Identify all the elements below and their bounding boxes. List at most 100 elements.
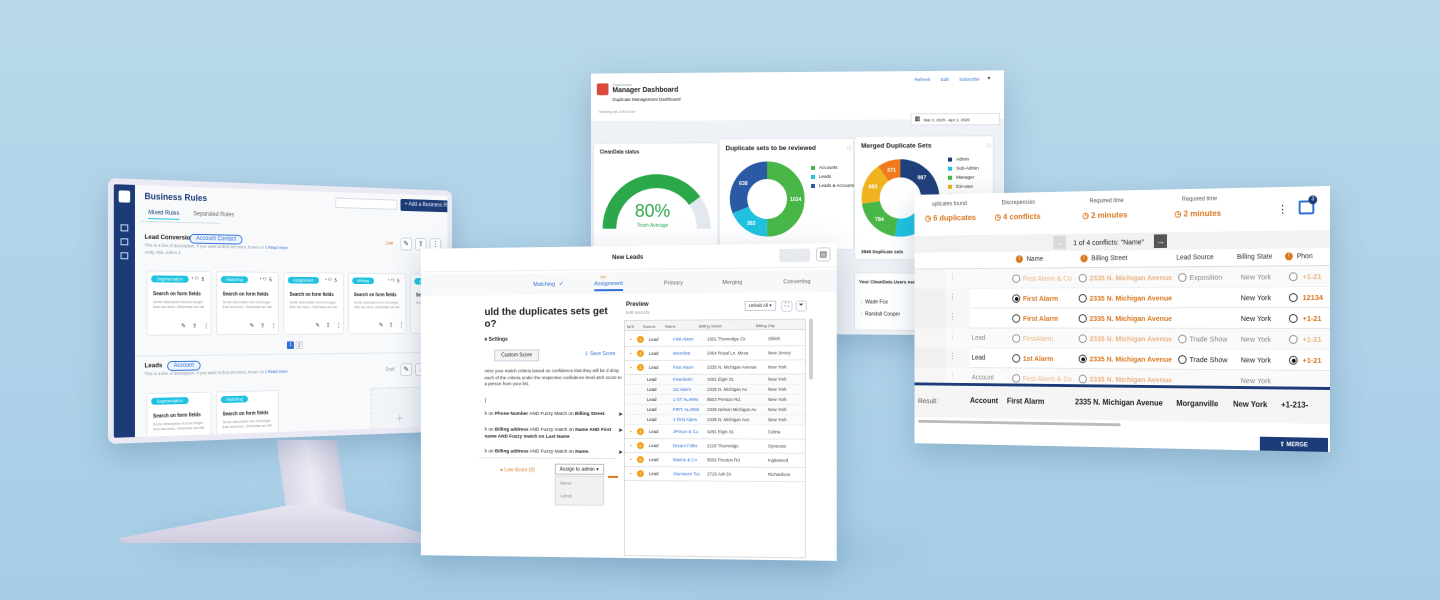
read-more-link-2[interactable]: Read more (268, 369, 288, 374)
row-menu-icon[interactable]: ⋮ (949, 332, 956, 340)
conflict-row[interactable]: ⋮ First Alarm 2335 N. Michigan Avenue New Y… (915, 287, 1330, 309)
rule-card[interactable]: Matching 5 ◔ ⚇ Search on form fields Some de… (216, 271, 279, 335)
home-icon[interactable] (121, 224, 129, 231)
preview-row[interactable]: ⌄ 3 Lead First Alarm 2335 N. Michigan Avenue… (625, 360, 805, 375)
preview-column-header[interactable]: Billing City (756, 323, 775, 328)
preview-row[interactable]: ⌄ 6 Lead Marine & Co 8502 Preston Rd Inglewoo… (625, 453, 805, 468)
expand-chevron-icon[interactable]: ⌄ (629, 364, 633, 370)
street-radio[interactable] (1079, 294, 1087, 303)
rule-card-share-icon[interactable]: ⇪ (192, 323, 197, 330)
rules-icon[interactable] (121, 238, 129, 245)
preview-name[interactable]: Microfirst (673, 351, 691, 356)
preview-name[interactable]: FIRT. ALARM (673, 407, 699, 412)
conflict-row[interactable]: ⋮ First Alarm 2335 N. Michigan Avenue New Y… (915, 308, 1330, 329)
preview-column-header[interactable]: Source (643, 324, 656, 329)
preview-column-header[interactable]: Billing Street (699, 323, 722, 328)
match-criterion[interactable]: h on Billing address AND Fuzzy match on … (485, 428, 613, 441)
header-action-button[interactable] (779, 249, 810, 263)
expand-chevron-icon[interactable]: ⌄ (629, 470, 633, 476)
phone-radio[interactable] (1289, 356, 1298, 365)
preview-name[interactable]: FirstAlarm (673, 377, 693, 382)
name-radio[interactable] (1012, 294, 1020, 303)
match-criterion[interactable]: h on Billing address AND Fuzzy Match on … (485, 449, 613, 456)
user-name[interactable]: Wade Fox (865, 299, 888, 305)
name-radio[interactable] (1012, 334, 1020, 343)
phone-radio[interactable] (1289, 293, 1298, 302)
expand-chevron-icon[interactable]: ⌄ (629, 350, 633, 356)
preview-column-header[interactable]: M/S (627, 324, 634, 329)
assign-dropdown[interactable]: Assign to admin ▾ (555, 464, 604, 475)
street-radio[interactable] (1079, 375, 1087, 384)
preview-name[interactable]: Aluminum Tec (673, 471, 700, 476)
preview-row[interactable]: Lead FirstAlarm 4291 Elgin St. New York (625, 375, 805, 385)
name-radio[interactable] (1012, 374, 1020, 383)
rule-card[interactable]: Segmentation 5 ◔ ⚇ Search on form fields Som… (146, 270, 211, 335)
name-radio[interactable] (1012, 274, 1020, 283)
match-criterion[interactable]: h on Phone Number AND Fuzzy Match on Bil… (485, 412, 613, 419)
rule-card[interactable]: Writing 5 ◔ ⚇ Search on form fields Some des… (348, 273, 406, 335)
column-header[interactable]: Billing Street (1091, 255, 1127, 262)
unfold-all-dropdown[interactable]: Unfold All ▾ (745, 301, 776, 311)
merge-button[interactable]: ⇪ MERGE (1260, 437, 1328, 452)
preview-row[interactable]: ⌄ 4 Lead JPrison & Co 4291 Elgin St. Celina (625, 425, 805, 440)
preview-column-header[interactable]: Name (665, 324, 676, 329)
page-2-button[interactable]: 2 (296, 341, 303, 349)
phone-radio[interactable] (1289, 314, 1298, 323)
preview-name[interactable]: First Alarm (673, 337, 694, 342)
preview-row[interactable]: Lead 1 First Alarm 2335 N. Michigan Ave New… (625, 415, 805, 425)
preview-row[interactable]: ⌄ 7 Lead Aluminum Tec 2715 Ash Dr. Richardson (625, 467, 805, 482)
rule-card-edit-icon[interactable]: ✎ (316, 322, 320, 329)
row-menu-icon[interactable]: ⋮ (949, 293, 956, 301)
preview-row[interactable]: Lead 1st Alarm 2335 N. Michigan Av New York (625, 385, 805, 395)
wizard-step[interactable]: Primary (664, 280, 683, 286)
column-header[interactable]: Name (1026, 256, 1043, 263)
preview-name[interactable]: 1st Alarm (673, 387, 691, 392)
rule-card-more-icon[interactable]: ⋮ (203, 323, 209, 330)
rule-card[interactable]: Segmentation Search on form fields Some de… (146, 392, 211, 444)
preview-row[interactable]: ⌄ 2 Lead Microfirst 2464 Royal Ln. Mesa New J… (625, 346, 805, 361)
rule-card[interactable]: Matching Search on form fields Some descri… (216, 390, 279, 444)
dropdown-item-name[interactable]: Name (560, 481, 572, 486)
column-header[interactable]: Phon (1297, 253, 1313, 260)
merged-info-icon[interactable]: ⓘ (987, 142, 992, 149)
subscribe-button[interactable]: Subscribe (959, 77, 979, 82)
rule-card-share-icon[interactable]: ⇪ (260, 322, 264, 329)
street-radio[interactable] (1079, 355, 1087, 364)
phone-radio[interactable] (1289, 335, 1298, 344)
more-options-icon[interactable]: ⋮ (1277, 203, 1288, 216)
rule-card-share-icon[interactable]: ⇪ (326, 322, 330, 329)
horizontal-scrollbar[interactable] (918, 420, 1121, 426)
rule-card-more-icon[interactable]: ⋮ (399, 322, 404, 328)
preview-name[interactable]: Dream Folks (673, 443, 697, 448)
dropdown-item-admin[interactable]: Admin (560, 493, 573, 498)
subscribe-dropdown-icon[interactable]: ▾ (988, 76, 991, 82)
wizard-step[interactable]: Matching (533, 282, 555, 288)
phone-radio[interactable] (1289, 272, 1298, 281)
wizard-step[interactable]: Assignment (594, 281, 623, 291)
review-info-icon[interactable]: ⓘ (847, 145, 852, 152)
column-header[interactable]: Billing State (1237, 254, 1273, 261)
preview-name[interactable]: Marine & Co (673, 457, 697, 462)
source-radio[interactable] (1178, 273, 1186, 282)
tab-mixed-rules[interactable]: Mixed Rules (148, 210, 179, 220)
preview-name[interactable]: First Alarm (673, 365, 694, 370)
expand-chevron-icon[interactable]: ⌄ (629, 428, 633, 434)
date-range-filter[interactable]: ▦ Mar 2, 2020 - Apr 1, 2020 (910, 113, 999, 126)
rule-card-more-icon[interactable]: ⋮ (271, 322, 276, 329)
rule-card-more-icon[interactable]: ⋮ (336, 322, 341, 329)
row-menu-icon[interactable]: ⋮ (949, 372, 956, 381)
preview-name[interactable]: 1 First Alarm (673, 417, 697, 422)
custom-score-button[interactable]: Custom Score (494, 349, 539, 361)
filter-icon[interactable]: ⏷ (796, 300, 807, 311)
preview-scrollbar[interactable] (809, 319, 813, 380)
conflict-row[interactable]: ⋮ Lead FirstAlarm 2335 N. Michigan Avenue Tr… (915, 328, 1330, 350)
wizard-step[interactable]: Converting (783, 279, 810, 285)
wizard-step[interactable]: Merging (722, 280, 742, 286)
preview-row[interactable]: Lead FIRT. ALARM 2335 Nelson Michigan Av Ne… (625, 405, 805, 415)
add-rule-button[interactable]: + Add a Business Rule (400, 199, 452, 213)
row-menu-icon[interactable]: ⋮ (949, 352, 956, 360)
preview-row[interactable]: ⌄ 5 Lead Dream Folks 2118 Thornridge Syracuse (625, 439, 805, 454)
street-radio[interactable] (1079, 274, 1087, 283)
rule-card-edit-icon[interactable]: ✎ (250, 323, 255, 330)
street-radio[interactable] (1079, 334, 1087, 343)
